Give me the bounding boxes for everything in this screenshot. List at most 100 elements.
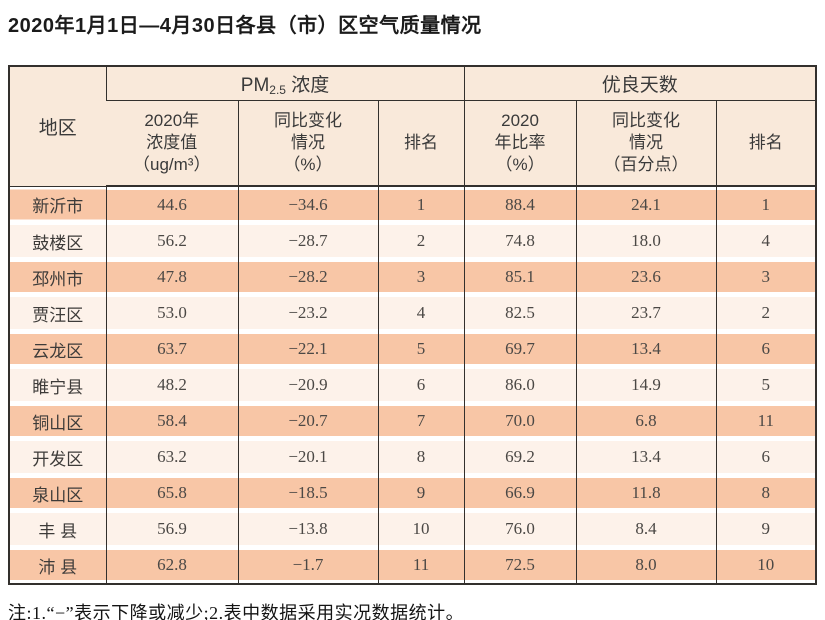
good-change-cell: 11.8	[575, 475, 717, 511]
good-rate-cell: 76.0	[463, 511, 577, 547]
region-cell: 铜山区	[9, 403, 106, 439]
good-rank-cell: 9	[715, 511, 817, 547]
column-header-region: 地区	[9, 66, 106, 187]
pm25-label-subscript: 2.5	[269, 83, 286, 97]
region-cell: 新沂市	[9, 186, 106, 223]
pm-value-cell: 48.2	[105, 367, 238, 403]
pm-rank-cell: 1	[377, 186, 465, 223]
column-group-pm25: PM2.5 浓度	[105, 66, 465, 101]
pm-rank-cell: 11	[377, 547, 465, 584]
pm-rank-cell: 4	[377, 295, 465, 331]
good-rank-cell: 11	[715, 403, 817, 439]
good-rank-cell: 6	[715, 331, 817, 367]
table-row: 睢宁县 48.2 −20.9 6 86.0 14.9 5	[9, 367, 817, 403]
pm-value-cell: 63.7	[105, 331, 238, 367]
good-rank-cell: 5	[715, 367, 817, 403]
table-row: 沛 县 62.8 −1.7 11 72.5 8.0 10	[9, 547, 817, 584]
pm-change-cell: −20.1	[237, 439, 378, 475]
good-rank-cell: 8	[715, 475, 817, 511]
pm-rank-cell: 7	[377, 403, 465, 439]
pm25-label-suffix: 浓度	[285, 75, 330, 96]
good-change-cell: 18.0	[575, 223, 717, 259]
pm-value-cell: 44.6	[105, 186, 238, 223]
column-header-good-change: 同比变化 情况 （百分点）	[575, 100, 717, 187]
pm-change-cell: −28.2	[237, 259, 378, 295]
region-cell: 睢宁县	[9, 367, 106, 403]
table-row: 邳州市 47.8 −28.2 3 85.1 23.6 3	[9, 259, 817, 295]
pm-rank-cell: 2	[377, 223, 465, 259]
good-rate-cell: 85.1	[463, 259, 577, 295]
column-group-good-days: 优良天数	[463, 66, 817, 101]
good-rate-cell: 82.5	[463, 295, 577, 331]
good-change-cell: 23.6	[575, 259, 717, 295]
table-header: 地区 PM2.5 浓度 优良天数 2020年 浓度值 （ug/m³） 同比变化 …	[9, 66, 817, 187]
good-rate-cell: 88.4	[463, 186, 577, 223]
table-row: 鼓楼区 56.2 −28.7 2 74.8 18.0 4	[9, 223, 817, 259]
good-change-cell: 8.4	[575, 511, 717, 547]
region-cell: 沛 县	[9, 547, 106, 584]
pm25-label-prefix: PM	[240, 75, 270, 96]
pm-change-cell: −18.5	[237, 475, 378, 511]
air-quality-table: 地区 PM2.5 浓度 优良天数 2020年 浓度值 （ug/m³） 同比变化 …	[8, 65, 818, 585]
region-cell: 邳州市	[9, 259, 106, 295]
column-header-pm-rank: 排名	[377, 100, 465, 187]
pm-value-cell: 56.2	[105, 223, 238, 259]
table-row: 丰 县 56.9 −13.8 10 76.0 8.4 9	[9, 511, 817, 547]
pm-value-cell: 65.8	[105, 475, 238, 511]
region-cell: 开发区	[9, 439, 106, 475]
pm-change-cell: −23.2	[237, 295, 378, 331]
region-cell: 贾汪区	[9, 295, 106, 331]
region-cell: 丰 县	[9, 511, 106, 547]
good-rank-cell: 1	[715, 186, 817, 223]
good-rate-cell: 70.0	[463, 403, 577, 439]
good-rate-cell: 74.8	[463, 223, 577, 259]
good-change-cell: 6.8	[575, 403, 717, 439]
pm-rank-cell: 5	[377, 331, 465, 367]
table-row: 新沂市 44.6 −34.6 1 88.4 24.1 1	[9, 186, 817, 223]
good-rank-cell: 4	[715, 223, 817, 259]
good-rate-cell: 86.0	[463, 367, 577, 403]
table-row: 铜山区 58.4 −20.7 7 70.0 6.8 11	[9, 403, 817, 439]
pm-rank-cell: 6	[377, 367, 465, 403]
pm-change-cell: −22.1	[237, 331, 378, 367]
good-change-cell: 13.4	[575, 439, 717, 475]
region-cell: 鼓楼区	[9, 223, 106, 259]
good-change-cell: 23.7	[575, 295, 717, 331]
pm-change-cell: −20.7	[237, 403, 378, 439]
footnote: 注:1.“−”表示下降或减少;2.表中数据采用实况数据统计。	[8, 603, 465, 620]
good-rank-cell: 2	[715, 295, 817, 331]
good-rate-cell: 69.2	[463, 439, 577, 475]
pm-value-cell: 53.0	[105, 295, 238, 331]
region-cell: 云龙区	[9, 331, 106, 367]
pm-value-cell: 62.8	[105, 547, 238, 584]
good-rank-cell: 10	[715, 547, 817, 584]
pm-value-cell: 63.2	[105, 439, 238, 475]
table-body: 新沂市 44.6 −34.6 1 88.4 24.1 1 鼓楼区 56.2 −2…	[9, 186, 817, 584]
good-change-cell: 24.1	[575, 186, 717, 223]
column-header-good-rate: 2020 年比率 （%）	[463, 100, 577, 187]
good-change-cell: 8.0	[575, 547, 717, 584]
table-row: 开发区 63.2 −20.1 8 69.2 13.4 6	[9, 439, 817, 475]
pm-change-cell: −34.6	[237, 186, 378, 223]
pm-rank-cell: 8	[377, 439, 465, 475]
pm-value-cell: 58.4	[105, 403, 238, 439]
good-change-cell: 13.4	[575, 331, 717, 367]
column-header-pm-value: 2020年 浓度值 （ug/m³）	[106, 100, 238, 187]
pm-rank-cell: 3	[377, 259, 465, 295]
table-row: 贾汪区 53.0 −23.2 4 82.5 23.7 2	[9, 295, 817, 331]
region-cell: 泉山区	[9, 475, 106, 511]
pm-value-cell: 47.8	[105, 259, 238, 295]
good-rank-cell: 6	[715, 439, 817, 475]
page-title: 2020年1月1日—4月30日各县（市）区空气质量情况	[8, 15, 482, 37]
pm-value-cell: 56.9	[105, 511, 238, 547]
pm-change-cell: −13.8	[237, 511, 378, 547]
column-header-pm-change: 同比变化 情况 （%）	[237, 100, 378, 187]
good-rate-cell: 66.9	[463, 475, 577, 511]
sub-header-row: 2020年 浓度值 （ug/m³） 同比变化 情况 （%） 排名 2020 年比…	[9, 100, 817, 187]
table-row: 云龙区 63.7 −22.1 5 69.7 13.4 6	[9, 331, 817, 367]
table-row: 泉山区 65.8 −18.5 9 66.9 11.8 8	[9, 475, 817, 511]
good-rate-cell: 69.7	[463, 331, 577, 367]
pm-change-cell: −28.7	[237, 223, 378, 259]
column-header-good-rank: 排名	[715, 100, 817, 187]
